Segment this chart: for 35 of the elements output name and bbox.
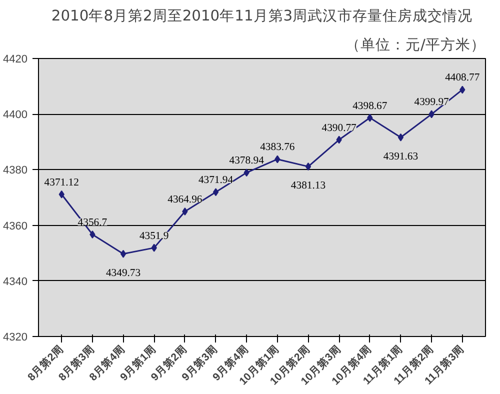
chart-subtitle: （单位：元/平方米）	[346, 36, 486, 54]
data-label: 4381.13	[290, 180, 326, 192]
point	[460, 86, 466, 94]
y-tick-label: 4340	[3, 276, 28, 288]
point	[90, 230, 96, 238]
data-label: 4378.94	[229, 156, 265, 167]
point	[305, 162, 312, 171]
y-tick-label: 4420	[3, 54, 28, 66]
point	[120, 250, 126, 258]
y-tick-label: 4360	[3, 220, 28, 232]
data-label: 4349.73	[106, 268, 141, 279]
y-tick-label: 4320	[3, 332, 28, 344]
point	[336, 136, 342, 144]
data-label: 4399.97	[414, 97, 450, 108]
data-label: 4390.77	[322, 122, 358, 134]
point	[398, 133, 404, 142]
data-label: 4391.63	[383, 151, 418, 162]
point	[428, 110, 434, 118]
chart-title: 2010年8月第2周至2010年11月第3周武汉市存量住房成交情况	[51, 8, 473, 24]
point	[212, 188, 219, 196]
data-label: 4408.77	[445, 72, 480, 84]
data-label: 4398.67	[352, 100, 388, 112]
point	[367, 114, 373, 122]
data-label: 4351.9	[139, 230, 169, 242]
point	[151, 244, 157, 252]
data-label: 4371.94	[198, 175, 234, 186]
data-label: 4371.12	[44, 177, 79, 188]
y-tick-label: 4380	[3, 164, 28, 177]
point	[182, 208, 188, 216]
point	[274, 155, 280, 164]
data-label: 4364.96	[168, 194, 203, 206]
data-label: 4383.76	[260, 142, 296, 154]
y-tick-label: 4400	[3, 109, 28, 122]
point	[58, 190, 64, 198]
point	[244, 168, 250, 177]
